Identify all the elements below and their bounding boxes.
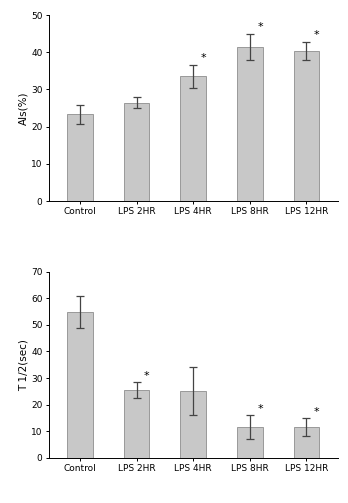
- Bar: [294, 51, 319, 201]
- Bar: [67, 114, 93, 201]
- Text: *: *: [200, 53, 206, 63]
- Y-axis label: AIs(%): AIs(%): [18, 92, 28, 125]
- Bar: [124, 390, 149, 458]
- Text: *: *: [257, 404, 263, 414]
- Bar: [294, 427, 319, 458]
- Bar: [237, 427, 262, 458]
- Bar: [124, 103, 149, 201]
- Text: *: *: [257, 22, 263, 32]
- Text: *: *: [314, 30, 319, 40]
- Bar: [67, 311, 93, 458]
- Bar: [180, 391, 206, 458]
- Bar: [237, 47, 262, 201]
- Text: *: *: [144, 371, 150, 381]
- Bar: [180, 76, 206, 201]
- Text: *: *: [314, 406, 319, 416]
- Y-axis label: T 1/2(sec): T 1/2(sec): [18, 339, 28, 391]
